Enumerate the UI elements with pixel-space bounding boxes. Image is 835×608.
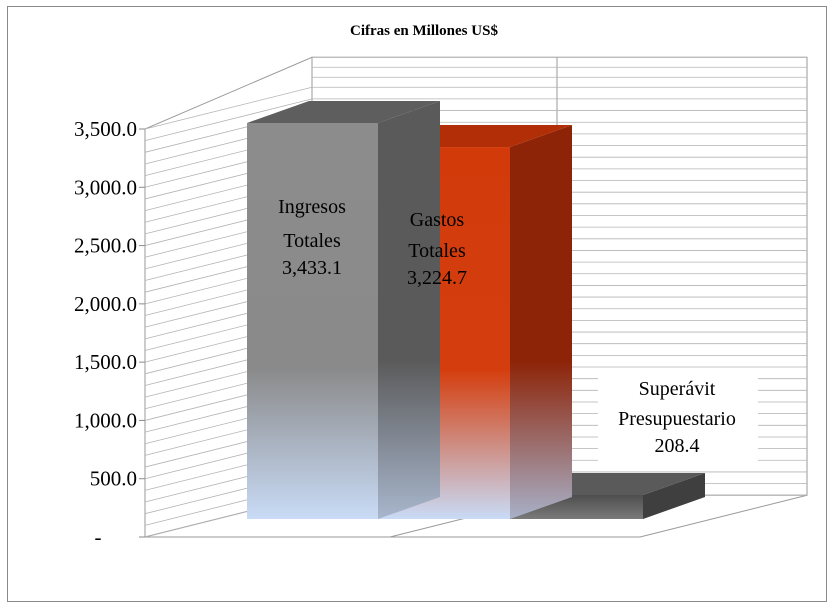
y-tick-label: 2,000.0 bbox=[74, 292, 137, 316]
label-superavit: 208.4 bbox=[655, 435, 700, 457]
label-gastos: 3,224.7 bbox=[407, 267, 467, 289]
bar-ingresos-top bbox=[247, 101, 440, 123]
label-ingresos: 3,433.1 bbox=[282, 257, 342, 279]
y-tick-label: 3,500.0 bbox=[74, 117, 137, 141]
y-tick-label: 1,000.0 bbox=[74, 408, 137, 432]
y-tick-label: 3,000.0 bbox=[74, 175, 137, 199]
label-superavit: Presupuestario bbox=[618, 408, 736, 430]
y-tick-label: - bbox=[95, 525, 102, 549]
bar-superavit-side bbox=[643, 472, 705, 519]
label-ingresos: Totales bbox=[283, 230, 341, 252]
bar-labels: Ingresos Totales 3,433.1 Gastos Totales 3,224… bbox=[278, 196, 758, 462]
gridline bbox=[144, 98, 807, 142]
label-gastos: Totales bbox=[408, 240, 466, 262]
gridline bbox=[144, 86, 807, 130]
label-ingresos: Ingresos bbox=[278, 196, 346, 218]
label-superavit: Superávit bbox=[639, 378, 716, 400]
y-tick-label: 500.0 bbox=[90, 467, 137, 491]
chart-title: Cifras en Millones US$ bbox=[350, 23, 498, 39]
y-tick-label: 1,500.0 bbox=[74, 350, 137, 374]
bar-ingresos-side bbox=[378, 101, 440, 519]
bar-gastos-side bbox=[510, 125, 572, 519]
label-superavit-box bbox=[598, 370, 758, 462]
bar-ingresos bbox=[247, 101, 440, 519]
bars bbox=[247, 101, 705, 519]
y-axis-ticks: - 500.0 1,000.0 1,500.0 2,000.0 2,500.0 3,000.… bbox=[74, 117, 145, 549]
bar-ingresos-front bbox=[247, 123, 378, 519]
y-tick-label: 2,500.0 bbox=[74, 234, 137, 258]
label-gastos: Gastos bbox=[410, 209, 465, 231]
